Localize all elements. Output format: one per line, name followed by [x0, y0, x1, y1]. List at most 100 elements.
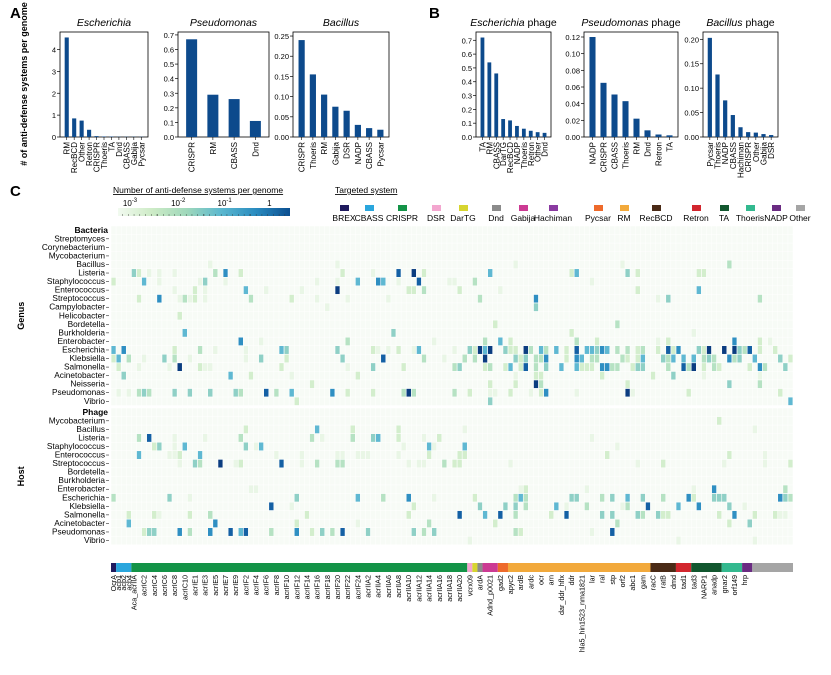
heatmap-cell [676, 346, 681, 354]
heatmap-cell [172, 442, 177, 451]
bar [515, 125, 519, 137]
heatmap-cell [655, 346, 661, 354]
bar [666, 135, 673, 137]
y-tick-label: 0.10 [274, 93, 289, 102]
heatmap-cell [538, 380, 544, 389]
heatmap-cell [330, 528, 335, 536]
y-tick-label: 0.00 [274, 133, 289, 142]
heatmap-cell [431, 442, 437, 451]
heatmap-cell [187, 294, 193, 303]
legend-title: Targeted system [335, 185, 397, 195]
legend-swatch-dnd [492, 205, 501, 211]
category-label: Thoeris [100, 142, 109, 169]
column-label: NARP1 [699, 575, 708, 599]
heatmap-cell [630, 388, 635, 397]
column-label: dar_ddr_hflx [557, 575, 566, 615]
category-label: RM [63, 142, 72, 155]
category-label: CBASS [611, 142, 620, 169]
heatmap-cell [538, 388, 544, 397]
column-label: hrp [740, 575, 749, 585]
heatmap-cell [523, 346, 529, 354]
heatmap-cell [625, 354, 630, 363]
heatmap-cell [258, 442, 264, 451]
category-label: Retron [655, 142, 664, 166]
row-label: Salmonella [64, 509, 105, 519]
bar [528, 130, 533, 137]
y-tick-label: 0.5 [462, 64, 472, 73]
row-label: Pseudomonas [52, 387, 105, 397]
heatmap-cell [625, 502, 630, 511]
heatmap-cell [472, 277, 478, 286]
bar [535, 132, 540, 137]
heatmap-cell [604, 451, 610, 459]
heatmap-cell [772, 510, 778, 519]
column-label: acrIIA4 [374, 575, 383, 598]
heatmap-cell [457, 286, 462, 295]
heatmap-cell [197, 459, 203, 468]
bar [501, 119, 506, 137]
heatmap-cell [279, 459, 284, 468]
column-label: acrIE5 [211, 575, 220, 596]
y-tick-label: 0.04 [565, 100, 580, 109]
heatmap-cell [666, 337, 671, 346]
heatmap-cell [732, 337, 737, 346]
plot-frame [177, 31, 270, 138]
y-tick-label: 0.1 [164, 118, 174, 127]
heatmap-cell [294, 519, 300, 528]
heatmap-cell [666, 354, 671, 363]
heatmap-cell [498, 337, 503, 346]
legend-label: RM [617, 213, 630, 223]
colorbar-tick-label: 1 [267, 199, 272, 208]
heatmap-cell [487, 388, 493, 397]
heatmap-cell [248, 371, 254, 380]
heatmap-cell [213, 269, 218, 277]
heatmap-cell [360, 451, 366, 459]
column-label: acrIF10 [282, 575, 291, 599]
heatmap-cell [640, 363, 646, 372]
bar [207, 94, 219, 137]
heatmap-cell [202, 433, 208, 442]
column-label: ardc [526, 575, 535, 589]
heatmap-cell [304, 510, 310, 519]
heatmap-cell [503, 346, 508, 354]
category-label: CBASS [122, 142, 131, 169]
heatmap-cell [386, 346, 391, 354]
heatmap-cell [345, 363, 350, 372]
heatmap-cell [554, 502, 559, 511]
heatmap-cell [167, 493, 172, 502]
heatmap-cell [289, 371, 294, 380]
heatmap-cell [655, 294, 661, 303]
category-label: Other [534, 142, 543, 162]
y-tick-label: 0.20 [274, 52, 289, 61]
heatmap-cell [671, 354, 676, 363]
heatmap-cell [202, 286, 208, 295]
column-label: ardA [475, 575, 484, 590]
bar [753, 132, 758, 137]
heatmap-cell [467, 536, 473, 545]
heatmap-cell [126, 519, 132, 528]
heatmap-cell [513, 354, 518, 363]
heatmap-cell [375, 277, 381, 286]
system-strip-dnd [477, 563, 483, 572]
column-label: acb2 [119, 575, 128, 591]
heatmap-cell [615, 519, 620, 528]
heatmap-cell [620, 354, 625, 363]
heatmap-cell [187, 354, 193, 363]
heatmap-cell [757, 371, 763, 380]
heatmap-cell [523, 354, 529, 363]
heatmap-cell [299, 451, 305, 459]
category-label: NADP [354, 142, 363, 164]
category-label: Gabija [331, 141, 340, 165]
colorbar-title: Number of anti-defense systems per genom… [113, 185, 283, 195]
y-tick-label: 2 [52, 89, 56, 98]
heatmap-cell [711, 363, 717, 372]
heatmap-cell [157, 510, 162, 519]
heatmap-cell [396, 451, 401, 459]
heatmap-cell [589, 277, 595, 286]
bar [94, 136, 99, 137]
heatmap-cell [141, 277, 147, 286]
heatmap-cell [716, 510, 722, 519]
system-strip-thoeris [721, 563, 743, 572]
panel-label-C: C [10, 183, 21, 200]
row-label: Bordetella [68, 319, 106, 329]
